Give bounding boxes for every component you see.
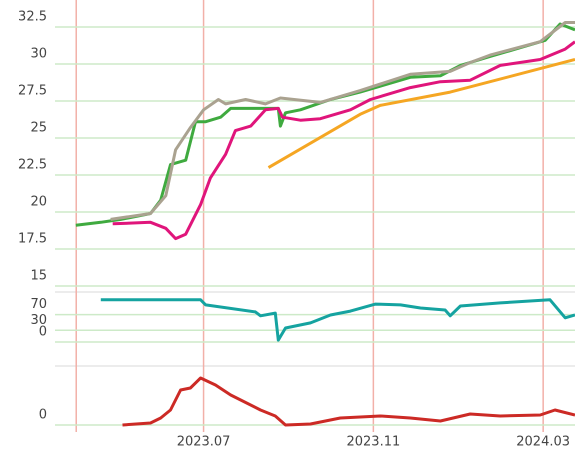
y-tick-label: 30 [30,313,47,328]
series-line [267,58,575,169]
y-tick-label: 70 [30,297,47,312]
series-line [122,376,575,427]
y-tick-label: 25 [30,120,47,135]
y-tick-label: 30 [30,46,47,61]
series-line [110,21,575,221]
y-tick-label: 15 [30,269,47,284]
series-line [75,22,575,227]
y-tick-label: 22.5 [18,157,47,172]
y-tick-label: 32.5 [18,9,47,24]
series-line [112,40,575,241]
y-tick-label: 27.5 [18,83,47,98]
y-tick-label: 0 [39,325,47,340]
x-tick-label: 2023.07 [177,435,231,450]
y-tick-label: 17.5 [18,231,47,246]
x-tick-label: 2024.03 [516,435,570,450]
y-tick-label: 0 [39,408,47,423]
series-line [100,298,575,342]
y-tick-label: 20 [30,194,47,209]
x-tick-label: 2023.11 [346,435,400,450]
